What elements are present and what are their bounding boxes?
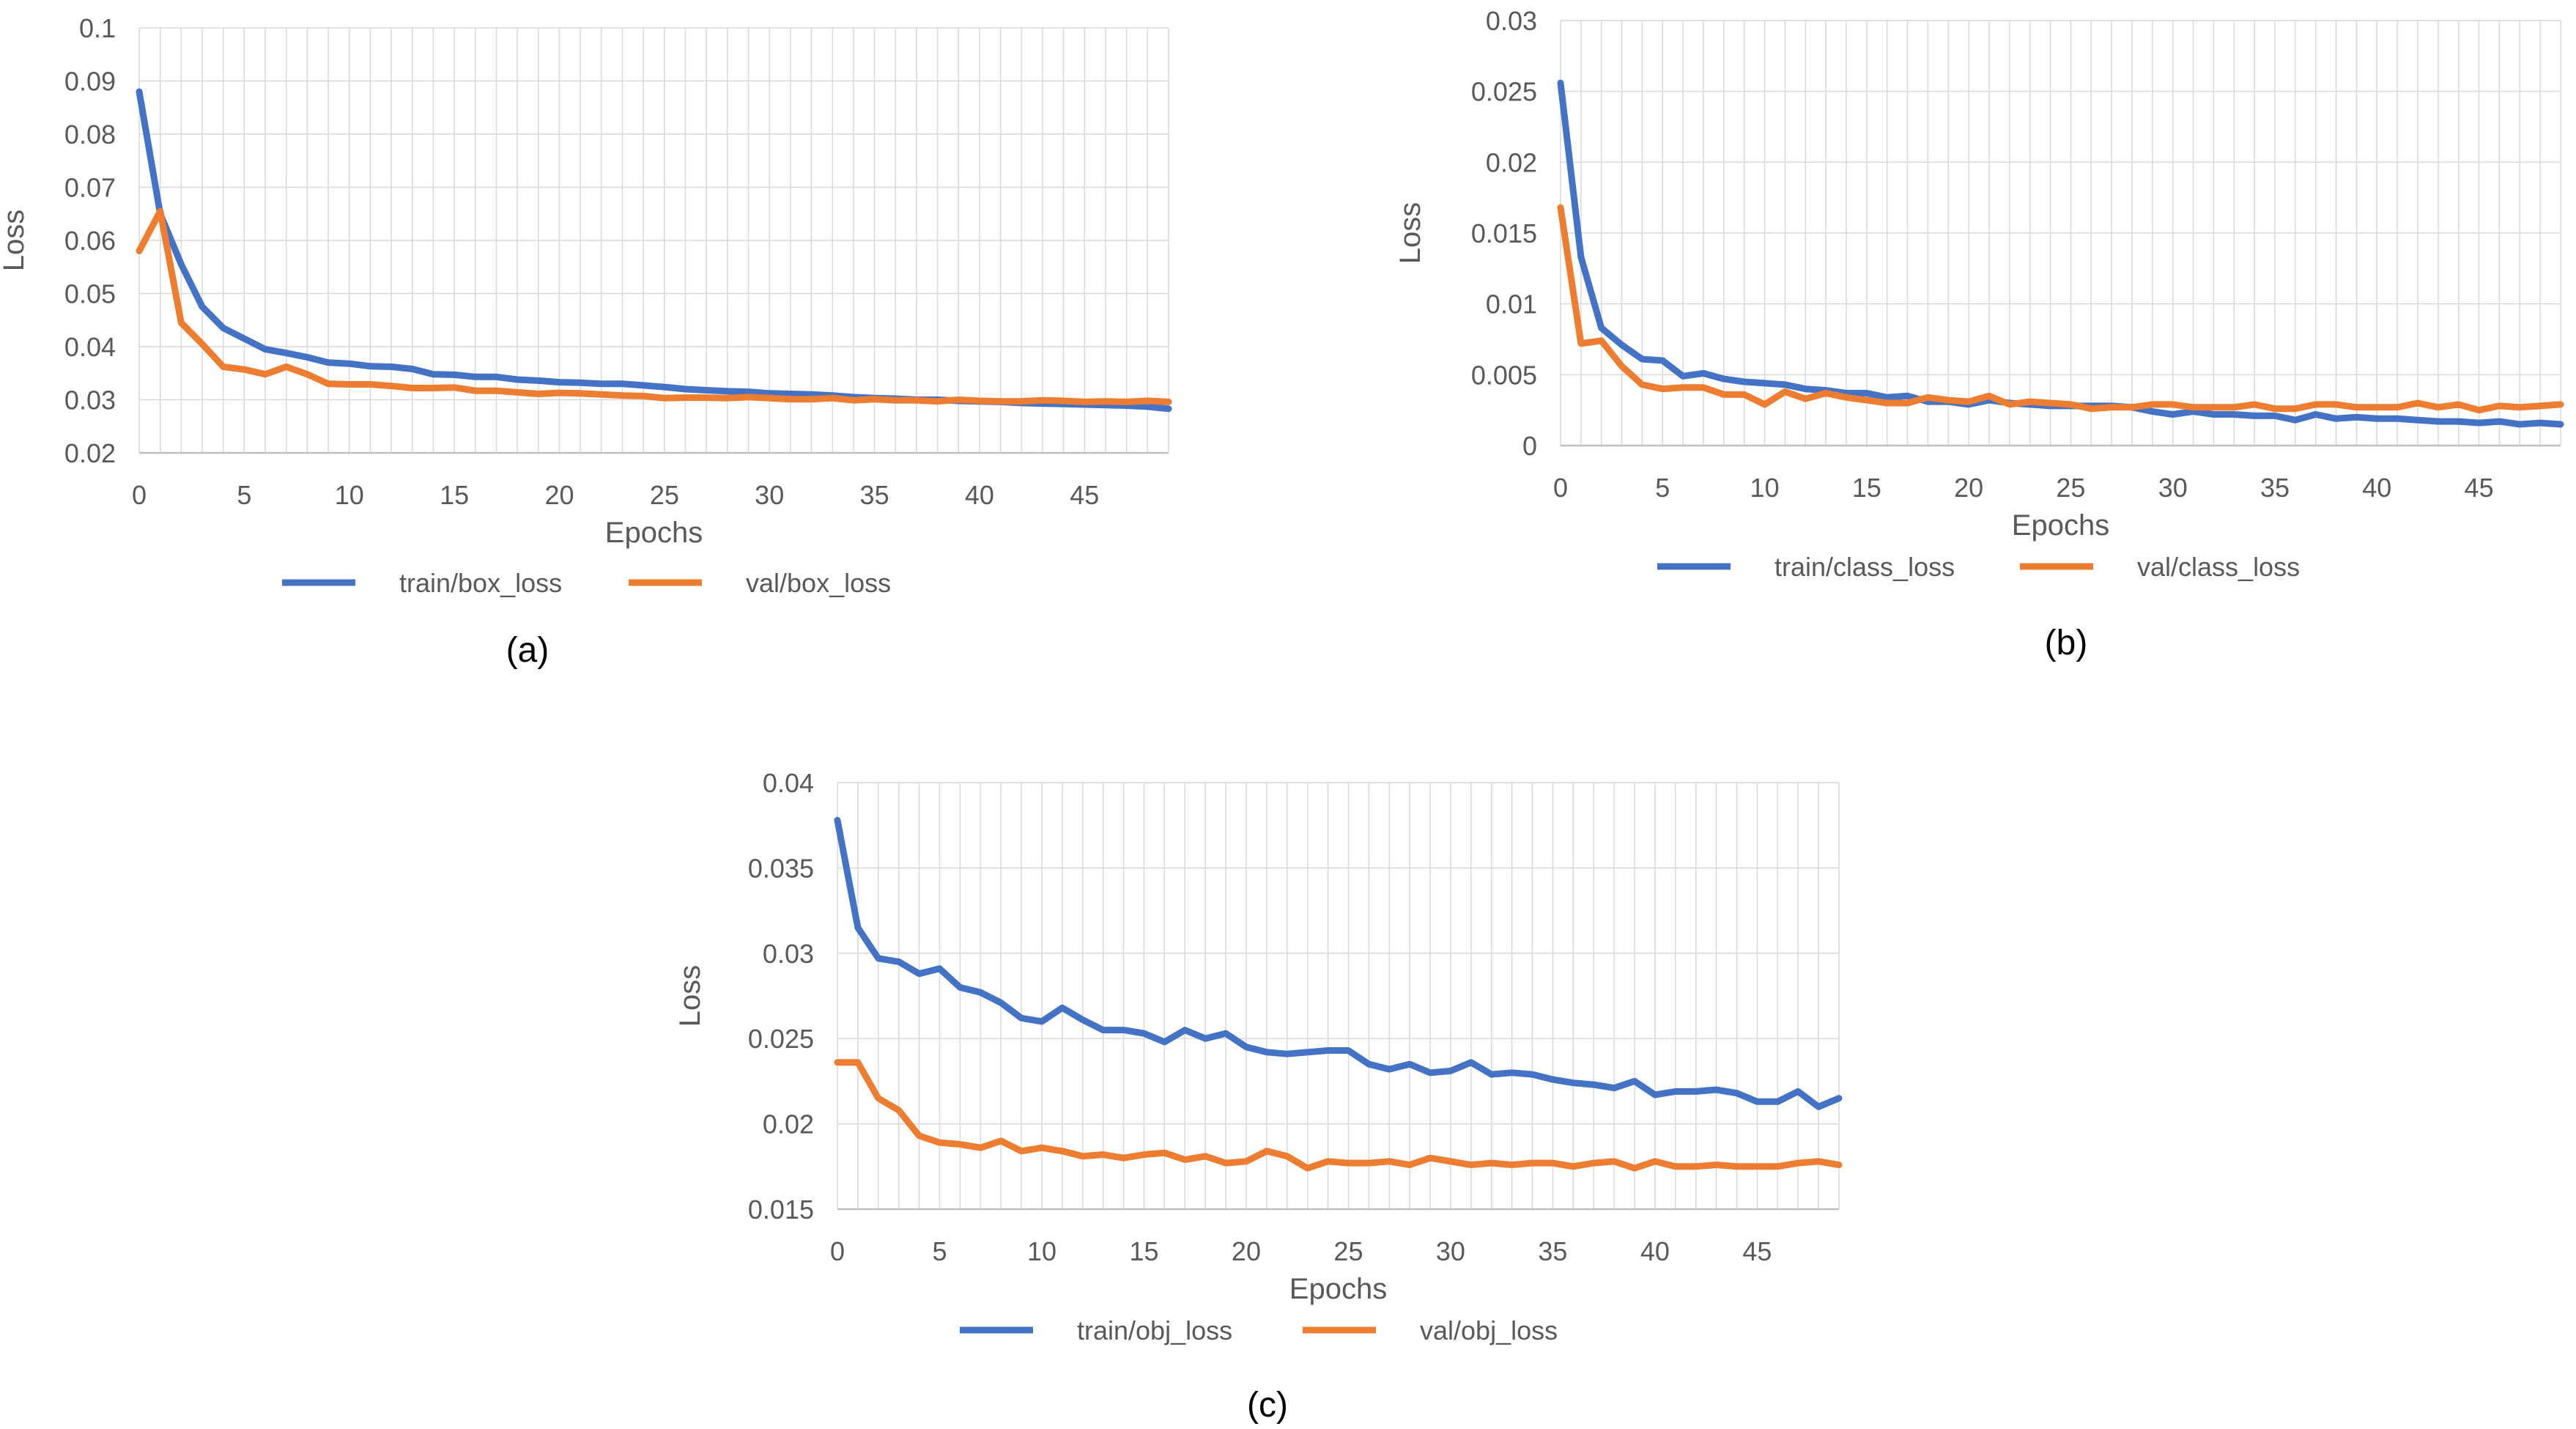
chart-a: 0.02 0.03 0.04 0.05 0.06 0.07 0.08 0.09 0.1 0 5 10 1… <box>0 13 1172 598</box>
x-tick-label: 40 <box>2362 473 2391 503</box>
chart-b: 0 0.005 0.01 0.015 0.02 0.025 0.03 0 5 10 15 20 25 30… <box>1394 6 2564 582</box>
x-tick-label: 15 <box>1852 473 1881 503</box>
x-tick-label: 25 <box>2056 473 2085 503</box>
legend-label: train/box_loss <box>399 568 562 598</box>
x-tick-label: 10 <box>1750 473 1780 503</box>
y-tick-label: 0.04 <box>64 332 116 362</box>
y-tick-label: 0.005 <box>1471 360 1537 390</box>
x-tick-label: 35 <box>860 480 889 510</box>
x-tick-label: 45 <box>1070 480 1099 510</box>
x-axis-label: Epochs <box>2012 509 2109 542</box>
series-line-train <box>1557 79 2564 428</box>
y-tick-label: 0.035 <box>748 853 814 883</box>
y-tick-label: 0.07 <box>64 173 116 203</box>
y-tick-label: 0.02 <box>763 1109 814 1140</box>
x-tick-label: 35 <box>1538 1236 1567 1266</box>
y-tick-label: 0.02 <box>64 438 116 468</box>
x-tick-label: 45 <box>1742 1236 1772 1266</box>
x-tick-label: 35 <box>2260 473 2290 503</box>
y-tick-label: 0.025 <box>748 1024 814 1054</box>
caption-a: (a) <box>506 631 549 670</box>
legend-label: train/obj_loss <box>1077 1315 1232 1345</box>
x-tick-label: 0 <box>830 1236 845 1266</box>
y-tick-label: 0 <box>1522 431 1537 461</box>
x-tick-label: 10 <box>1027 1236 1056 1266</box>
x-tick-label: 5 <box>932 1236 947 1266</box>
y-tick-label: 0.02 <box>1486 147 1537 177</box>
x-tick-label: 20 <box>1232 1236 1261 1266</box>
x-tick-label: 30 <box>2158 473 2188 503</box>
x-tick-label: 15 <box>440 480 469 510</box>
y-tick-label: 0.1 <box>79 13 116 43</box>
legend-label: train/class_loss <box>1774 552 1955 582</box>
legend-label: val/obj_loss <box>1420 1315 1558 1345</box>
x-axis-label: Epochs <box>1289 1273 1387 1305</box>
x-tick-label: 25 <box>650 480 679 510</box>
y-tick-label: 0.05 <box>64 279 116 309</box>
y-axis-label: Loss <box>0 210 30 272</box>
legend-label: val/box_loss <box>746 568 891 598</box>
x-tick-label: 30 <box>1436 1236 1465 1266</box>
y-tick-label: 0.03 <box>1486 6 1537 36</box>
caption-c: (c) <box>1247 1386 1288 1425</box>
series-line-val <box>834 1059 1843 1172</box>
x-tick-label: 45 <box>2465 473 2494 503</box>
y-tick-label: 0.015 <box>748 1194 814 1225</box>
series-line-val <box>1557 204 2564 414</box>
x-tick-label: 15 <box>1129 1236 1158 1266</box>
caption-b: (b) <box>2044 624 2088 662</box>
y-tick-label: 0.03 <box>763 939 814 969</box>
y-axis-label: Loss <box>674 965 706 1027</box>
x-tick-label: 30 <box>755 480 784 510</box>
y-tick-label: 0.08 <box>64 119 116 149</box>
series-line-train <box>136 88 1172 413</box>
y-tick-label: 0.03 <box>64 385 116 416</box>
series-line-train <box>834 816 1843 1110</box>
y-tick-label: 0.025 <box>1471 77 1537 107</box>
x-axis-label: Epochs <box>605 517 703 549</box>
chart-c: 0.015 0.02 0.025 0.03 0.035 0.04 0 5 10 15 20 25 30 3… <box>674 768 1843 1345</box>
y-tick-label: 0.015 <box>1471 218 1537 248</box>
series-line-val <box>136 207 1172 405</box>
x-tick-label: 40 <box>965 480 994 510</box>
y-tick-label: 0.04 <box>763 768 814 798</box>
x-tick-label: 20 <box>1954 473 1983 503</box>
x-tick-label: 25 <box>1333 1236 1363 1266</box>
y-tick-label: 0.06 <box>64 226 116 256</box>
x-tick-label: 40 <box>1640 1236 1670 1266</box>
y-axis-label: Loss <box>1394 202 1426 265</box>
x-tick-label: 5 <box>1655 473 1670 503</box>
x-tick-label: 20 <box>544 480 574 510</box>
y-tick-label: 0.01 <box>1486 289 1537 320</box>
y-tick-label: 0.09 <box>64 67 116 97</box>
x-tick-label: 0 <box>132 480 147 510</box>
legend-label: val/class_loss <box>2137 552 2300 582</box>
x-tick-label: 0 <box>1553 473 1568 503</box>
x-tick-label: 5 <box>237 480 251 510</box>
x-tick-label: 10 <box>335 480 364 510</box>
